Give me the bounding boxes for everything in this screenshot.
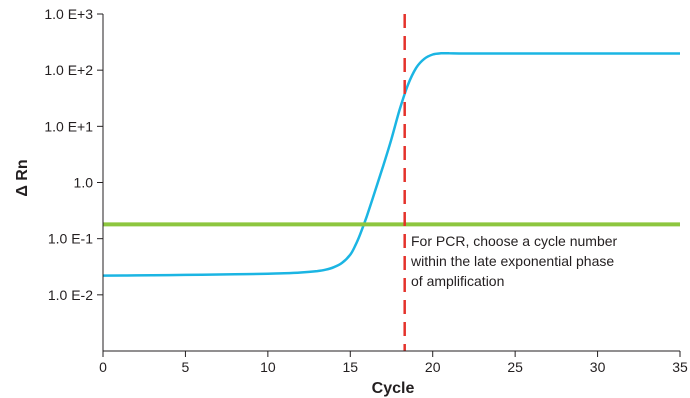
x-tick-label: 0	[99, 359, 107, 375]
annotation-line-1: For PCR, choose a cycle number	[411, 233, 618, 249]
x-tick-label: 20	[425, 359, 441, 375]
x-tick-label: 35	[672, 359, 688, 375]
y-tick-label: 1.0 E-1	[48, 231, 93, 247]
x-tick-label: 25	[507, 359, 523, 375]
axis-ticks	[97, 13, 681, 357]
x-axis-title: Cycle	[372, 380, 415, 397]
y-tick-label: 1.0 E+1	[44, 118, 93, 134]
y-tick-label: 1.0	[74, 175, 94, 191]
y-tick-label: 1.0 E-2	[48, 287, 93, 303]
annotation-line-2: within the late exponential phase	[410, 253, 614, 269]
annotation-line-3: of amplification	[411, 273, 504, 289]
x-tick-label: 5	[182, 359, 190, 375]
x-tick-label: 15	[342, 359, 358, 375]
amplification-curve	[102, 51, 680, 277]
y-tick-labels: 1.0 E-2 1.0 E-1 1.0 1.0 E+1 1.0 E+2 1.0 E+3	[44, 6, 93, 303]
y-tick-label: 1.0 E+2	[44, 62, 93, 78]
annotation-text: For PCR, choose a cycle number within th…	[410, 233, 618, 289]
x-tick-labels: 0 5 10 15 20 25 30 35	[99, 359, 688, 375]
y-tick-label: 1.0 E+3	[44, 6, 93, 22]
y-axis-title: Δ Rn	[14, 159, 31, 196]
x-tick-label: 10	[260, 359, 276, 375]
x-tick-label: 30	[590, 359, 606, 375]
